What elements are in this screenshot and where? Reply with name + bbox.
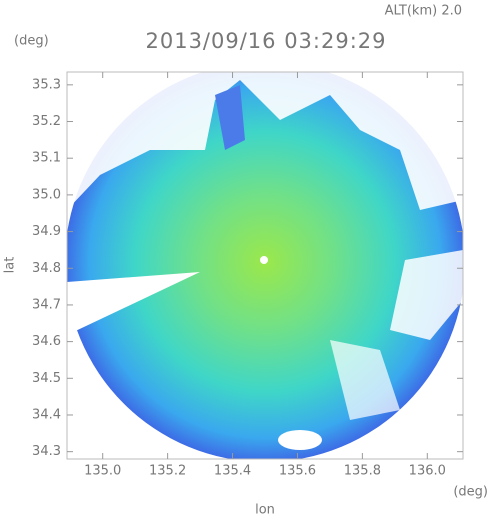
y-tick-label: 34.4 bbox=[32, 407, 61, 422]
y-unit: (deg) bbox=[14, 34, 49, 49]
echo-gap bbox=[390, 250, 463, 340]
y-tick-label: 34.5 bbox=[32, 371, 61, 386]
y-tick-label: 34.7 bbox=[32, 297, 61, 312]
y-tick-label: 34.3 bbox=[32, 444, 61, 459]
blocked-wedge bbox=[67, 272, 200, 335]
title: 2013/09/16 03:29:29 bbox=[145, 29, 386, 53]
radar-echo bbox=[67, 72, 463, 459]
y-tick-label: 35.3 bbox=[32, 77, 61, 92]
x-tick-label: 135.8 bbox=[344, 464, 381, 479]
x-tick-label: 135.0 bbox=[84, 464, 121, 479]
x-axis-label: lon bbox=[255, 503, 275, 518]
y-tick-label: 35.0 bbox=[32, 187, 61, 202]
altitude-label: ALT(km) 2.0 bbox=[385, 4, 462, 19]
x-unit: (deg) bbox=[453, 485, 488, 500]
echo-edge bbox=[67, 72, 463, 210]
x-tick-label: 135.4 bbox=[214, 464, 251, 479]
y-tick-label: 35.2 bbox=[32, 114, 61, 129]
echo-gap bbox=[278, 430, 322, 450]
x-tick-label: 135.2 bbox=[149, 464, 186, 479]
y-tick-label: 35.1 bbox=[32, 151, 61, 166]
x-tick-label: 135.6 bbox=[279, 464, 316, 479]
echo-gap bbox=[330, 340, 400, 420]
echo-band bbox=[215, 85, 245, 150]
y-axis-label: lat bbox=[3, 257, 18, 274]
radar-site bbox=[260, 256, 268, 264]
y-tick-label: 34.6 bbox=[32, 334, 61, 349]
y-tick-label: 34.8 bbox=[32, 261, 61, 276]
plot-frame bbox=[66, 71, 464, 460]
y-tick-label: 34.9 bbox=[32, 224, 61, 239]
x-tick-label: 136.0 bbox=[409, 464, 446, 479]
